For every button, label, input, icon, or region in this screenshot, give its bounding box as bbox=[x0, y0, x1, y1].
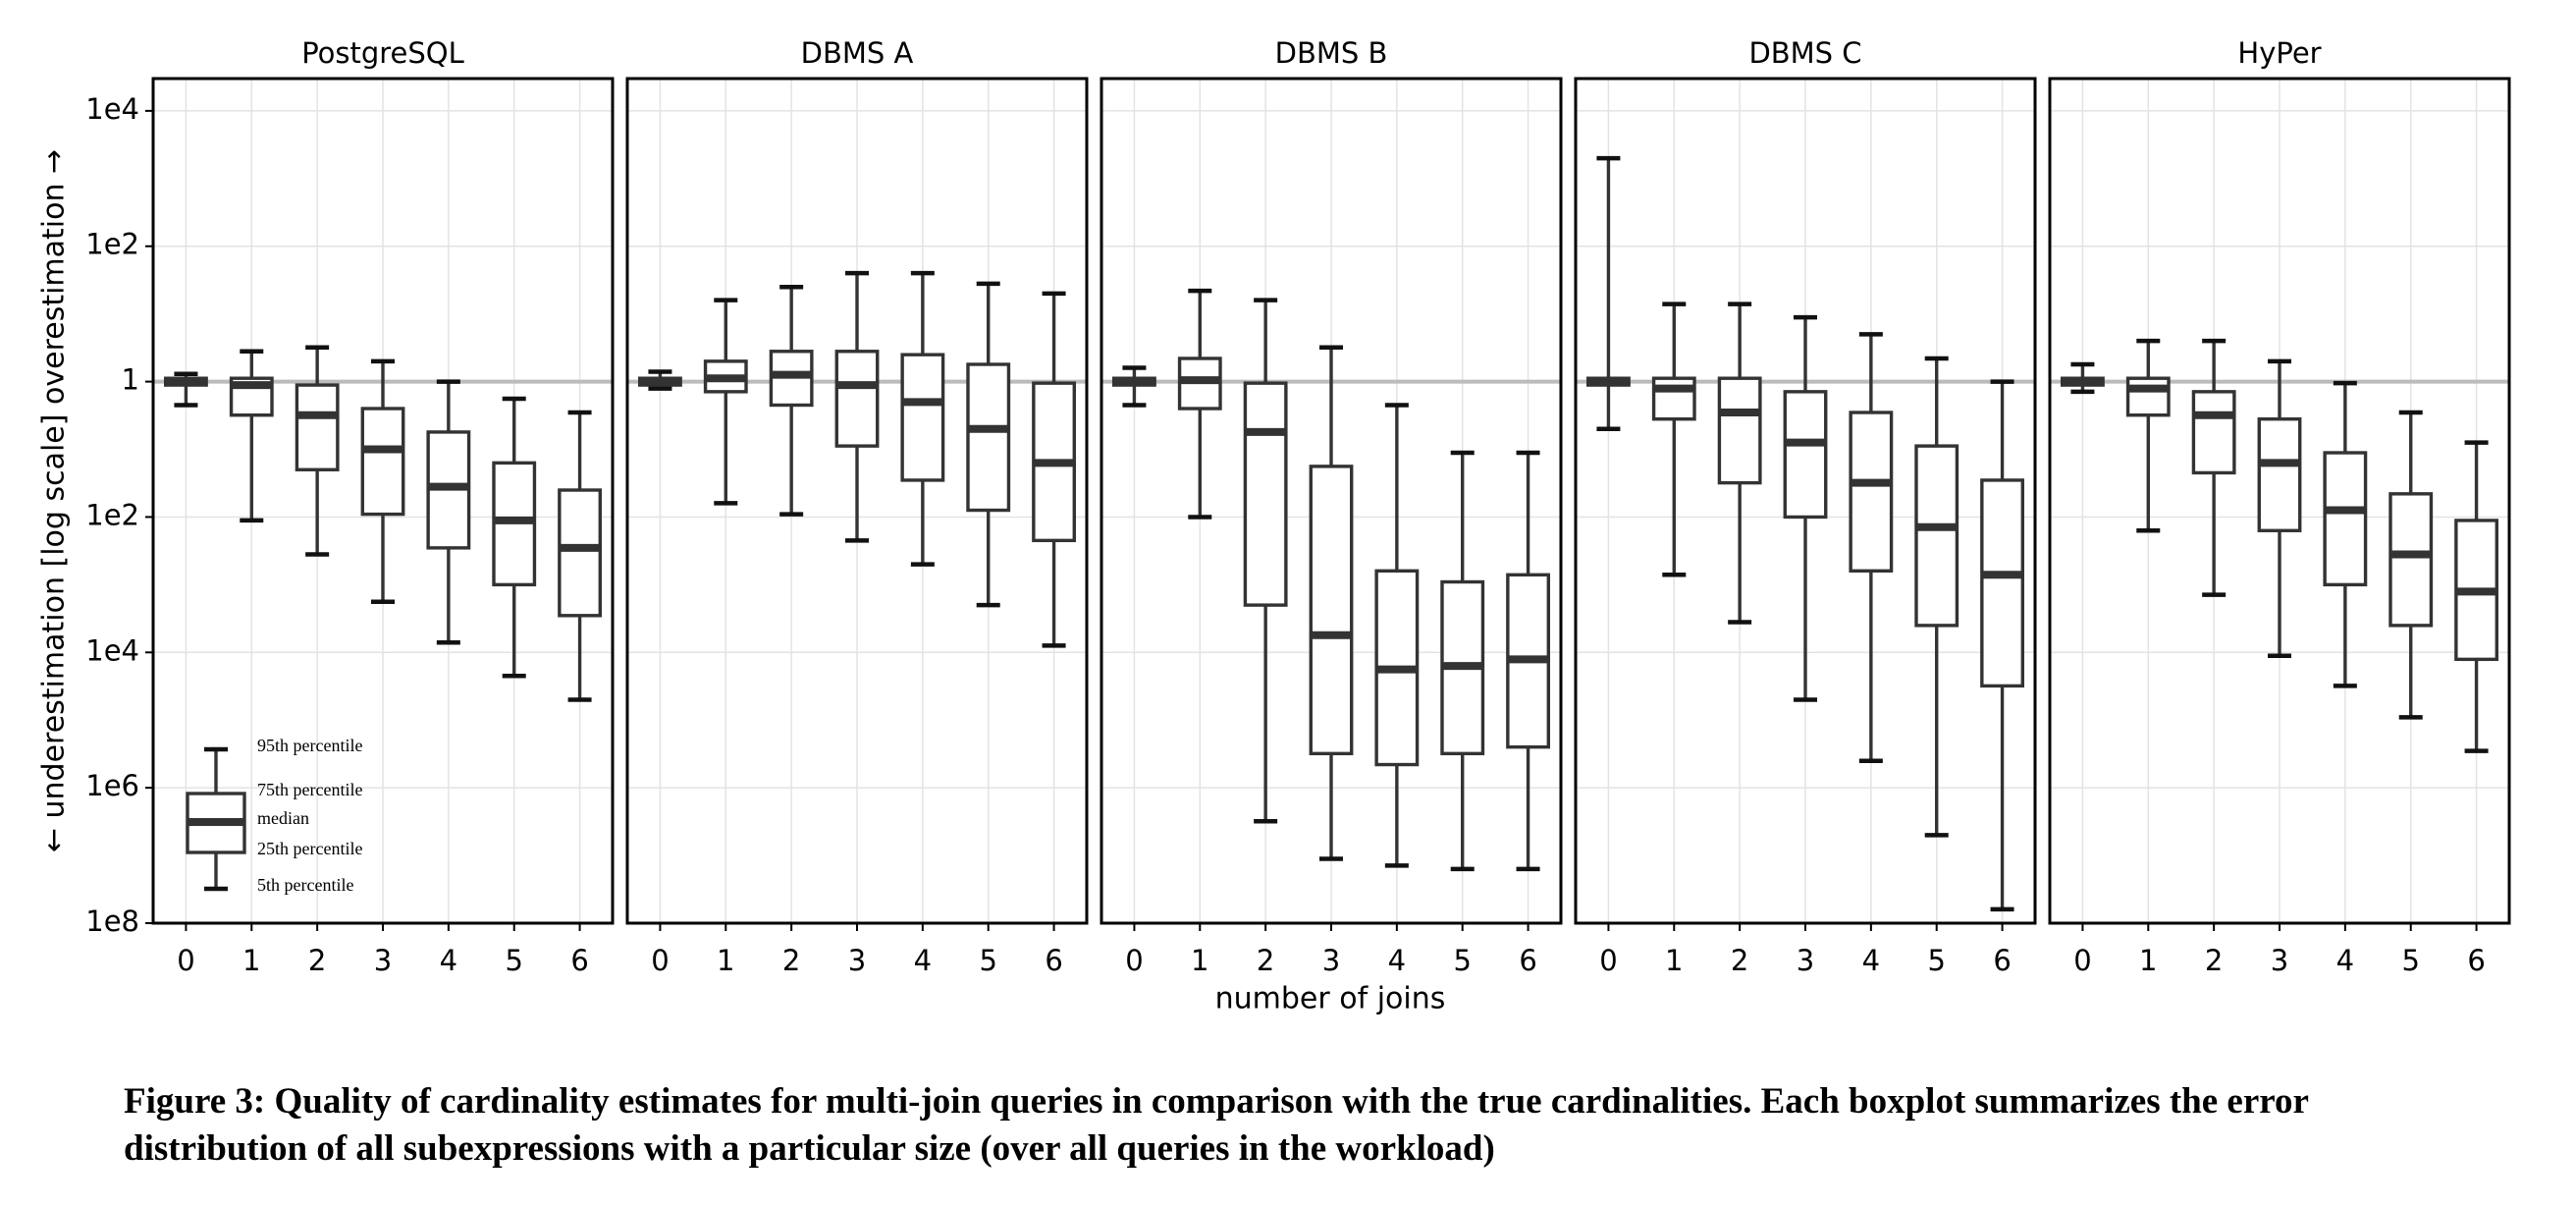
x-tick-label: 2 bbox=[2205, 944, 2223, 977]
x-tick-label: 1 bbox=[2139, 944, 2157, 977]
box bbox=[558, 488, 602, 618]
y-axis-label: ← underestimation [log scale] overestima… bbox=[37, 149, 72, 852]
panel-title: HyPer bbox=[2237, 36, 2321, 70]
y-tick-label: 1e6 bbox=[85, 769, 139, 802]
box bbox=[2388, 492, 2434, 628]
legend-label: 95th percentile bbox=[257, 736, 362, 755]
x-tick-label: 0 bbox=[2073, 944, 2091, 977]
panel-frame bbox=[625, 77, 1089, 925]
x-tick-label: 2 bbox=[782, 944, 800, 977]
x-tick-label: 4 bbox=[1862, 944, 1880, 977]
box bbox=[1783, 390, 1828, 520]
x-tick-label: 1 bbox=[242, 944, 260, 977]
x-tick-label: 5 bbox=[979, 944, 996, 977]
x-tick-label: 0 bbox=[177, 944, 194, 977]
x-tick-label: 6 bbox=[570, 944, 588, 977]
x-tick-label: 4 bbox=[1388, 944, 1406, 977]
x-tick-label: 5 bbox=[2401, 944, 2419, 977]
x-tick-label: 3 bbox=[1322, 944, 1340, 977]
x-tick-label: 2 bbox=[1731, 944, 1748, 977]
legend-label: 5th percentile bbox=[257, 875, 353, 895]
y-tick-label: 1e4 bbox=[85, 92, 139, 126]
x-tick-label: 0 bbox=[651, 944, 669, 977]
box bbox=[295, 383, 340, 471]
x-tick-label: 0 bbox=[1599, 944, 1617, 977]
panel-frame bbox=[1100, 77, 1563, 925]
x-tick-label: 0 bbox=[1125, 944, 1143, 977]
x-tick-label: 2 bbox=[308, 944, 326, 977]
x-tick-label: 1 bbox=[1665, 944, 1683, 977]
x-tick-label: 2 bbox=[1257, 944, 1274, 977]
box bbox=[966, 362, 1011, 513]
x-tick-label: 3 bbox=[374, 944, 392, 977]
x-tick-label: 3 bbox=[1797, 944, 1814, 977]
box bbox=[1849, 411, 1894, 574]
box bbox=[1717, 376, 1762, 485]
chart: ← underestimation [log scale] overestima… bbox=[37, 36, 2511, 1016]
box bbox=[1309, 465, 1354, 756]
box bbox=[360, 407, 405, 517]
panel-title: DBMS B bbox=[1275, 36, 1388, 70]
box bbox=[2323, 451, 2368, 587]
x-tick-label: 1 bbox=[1191, 944, 1208, 977]
legend-label: 75th percentile bbox=[257, 780, 362, 799]
box bbox=[834, 350, 880, 448]
figure-caption: Figure 3: Quality of cardinality estimat… bbox=[124, 1081, 2309, 1169]
y-tick-label: 1 bbox=[122, 363, 139, 397]
legend-label: 25th percentile bbox=[257, 839, 362, 858]
box bbox=[2191, 390, 2236, 475]
legend-label: median bbox=[257, 808, 309, 828]
x-tick-label: 5 bbox=[505, 944, 522, 977]
box bbox=[2125, 376, 2171, 417]
x-tick-label: 6 bbox=[1045, 944, 1062, 977]
x-tick-label: 1 bbox=[717, 944, 734, 977]
y-tick-label: 1e2 bbox=[85, 228, 139, 261]
x-tick-label: 4 bbox=[440, 944, 457, 977]
x-tick-label: 6 bbox=[1993, 944, 2011, 977]
x-tick-label: 3 bbox=[848, 944, 866, 977]
panel-title: DBMS A bbox=[801, 36, 914, 70]
box bbox=[1914, 444, 1959, 628]
panel-frame bbox=[151, 77, 615, 925]
panel-title: DBMS C bbox=[1748, 36, 1861, 70]
x-tick-label: 5 bbox=[1927, 944, 1945, 977]
y-tick-label: 1e4 bbox=[85, 633, 139, 667]
box bbox=[1651, 376, 1696, 421]
y-tick-label: 1e2 bbox=[85, 498, 139, 531]
x-tick-label: 6 bbox=[2467, 944, 2485, 977]
box bbox=[1243, 381, 1288, 607]
panel-title: PostgreSQL bbox=[301, 36, 464, 70]
panel-frame bbox=[2048, 77, 2511, 925]
box bbox=[2257, 416, 2302, 532]
x-tick-label: 6 bbox=[1519, 944, 1536, 977]
x-tick-label: 4 bbox=[914, 944, 932, 977]
box bbox=[900, 353, 945, 482]
x-axis-label: number of joins bbox=[1215, 982, 1446, 1016]
panel-frame bbox=[1574, 77, 2037, 925]
x-tick-label: 3 bbox=[2271, 944, 2288, 977]
x-tick-label: 4 bbox=[2336, 944, 2354, 977]
box bbox=[1980, 478, 2024, 688]
y-tick-label: 1e8 bbox=[85, 904, 139, 938]
x-tick-label: 5 bbox=[1453, 944, 1471, 977]
